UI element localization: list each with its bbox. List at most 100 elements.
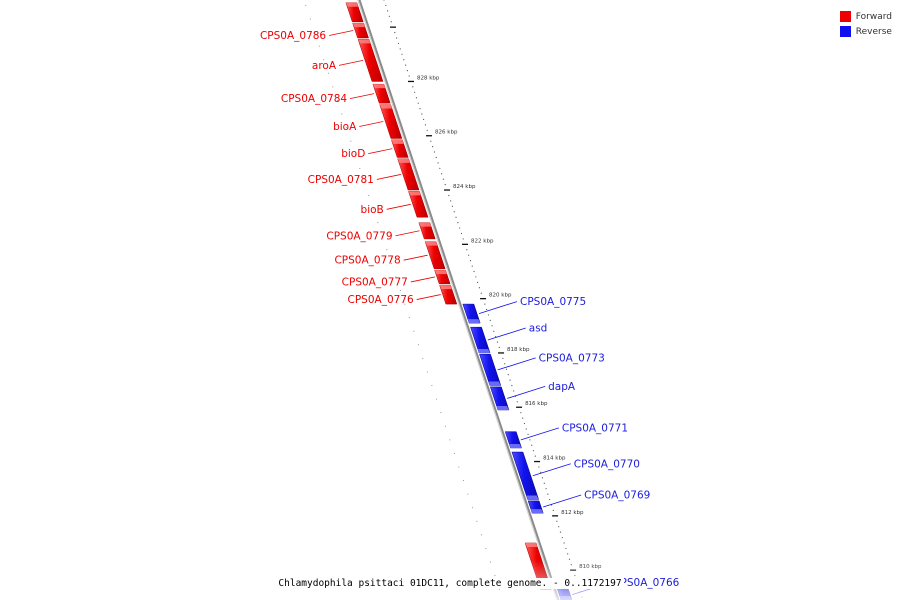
forward-swatch-icon [839,11,851,22]
ruler-minor-tick [415,97,418,99]
ruler-minor-tick [540,471,542,473]
ruler-minor-tick [414,91,416,93]
ruler-tick-label: 822 kbp [471,238,494,244]
ruler-minor-tick [496,341,499,343]
ruler-minor-tick [439,167,441,169]
left-ruler-dot [413,330,415,332]
reverse-gene-leader [487,327,526,341]
legend-item-reverse: Reverse [839,24,892,39]
reverse-gene-leader [507,386,546,399]
left-ruler-dot [408,317,410,319]
forward-gene-label: CPS0A_0776 [348,294,414,306]
genome-backbone-highlight [357,0,558,600]
legend-item-forward: Forward [839,9,892,24]
ruler-minor-tick [549,498,551,501]
forward-gene-cap [391,139,404,144]
ruler-minor-tick [383,0,385,1]
ruler-minor-tick [493,330,495,332]
ruler-tick-label: 816 kbp [525,401,548,407]
reverse-gene-label: CPS0A_0775 [520,296,586,308]
reverse-gene-label: CPS0A_0766 [613,577,679,589]
ruler-minor-tick [486,308,488,311]
forward-gene-cap [345,2,359,7]
ruler-minor-tick [396,37,398,39]
ruler-minor-tick [466,249,468,251]
left-ruler-dot [386,249,388,251]
reverse-gene-label: CPS0A_0773 [539,352,605,364]
forward-gene-cap [408,191,421,196]
left-ruler-dot [480,534,482,536]
left-ruler-dot [350,140,352,142]
left-ruler-dot [489,561,491,563]
left-ruler-dot [377,222,379,224]
ruler-minor-tick [459,227,461,229]
ruler-minor-tick [469,260,472,262]
forward-gene-label: CPS0A_0778 [334,255,400,267]
ruler-minor-tick [565,547,567,550]
reverse-gene-label: CPS0A_0771 [562,422,628,434]
ruler-minor-tick [545,488,547,490]
left-ruler-dot [471,507,473,509]
ruler-minor-tick [532,450,535,452]
ruler-minor-tick [426,129,428,131]
ruler-minor-tick [480,292,482,294]
ruler-minor-tick [511,384,513,387]
forward-gene-leader [338,60,364,66]
ruler-minor-tick [522,417,524,419]
genome-caption-text: Chlamydophila psittaci 01DC11, complete … [276,578,624,589]
ruler-minor-tick [529,439,531,441]
reverse-gene-leader [543,494,582,508]
reverse-gene-label: asd [529,323,548,335]
forward-gene-cap [397,158,411,163]
ruler-minor-tick [448,194,450,197]
ruler-minor-tick [559,531,562,533]
ruler-minor-tick [505,368,508,370]
forward-gene-label: aroA [312,60,337,72]
forward-gene-leader [403,254,428,261]
left-ruler-dot [435,398,437,400]
left-ruler-dot [453,452,455,454]
ruler-minor-tick [423,118,425,121]
forward-gene-cap [425,241,438,246]
ruler-tick-label: 828 kbp [417,75,440,81]
forward-gene-leader [376,174,401,180]
ruler-minor-tick [387,10,389,12]
forward-gene-cap [525,542,538,547]
ruler-minor-tick [520,412,522,414]
ruler-tick-label: 824 kbp [453,184,476,190]
ruler-minor-tick [388,15,391,17]
ruler-minor-tick [504,363,506,365]
ruler-minor-tick [432,146,434,148]
ruler-minor-tick [403,59,405,61]
reverse-gene-cap [477,348,491,353]
ruler-minor-tick [523,422,526,425]
left-ruler-dot [368,194,370,196]
ruler-minor-tick [412,86,414,88]
forward-gene-leader [368,148,393,155]
left-ruler-dot [476,520,478,522]
ruler-minor-tick [401,53,403,55]
reverse-gene-leader [497,357,536,371]
ruler-minor-tick [408,75,410,77]
forward-gene-leader [386,203,411,210]
left-ruler-dot [426,371,428,373]
ruler-minor-tick [442,178,445,180]
left-ruler-dot [485,547,487,549]
ruler-minor-tick [460,232,463,235]
ruler-minor-tick [513,390,515,392]
left-ruler-dot [359,167,361,169]
forward-gene-label: bioA [333,121,357,133]
ruler-tick-label: 826 kbp [435,130,458,136]
ruler-minor-tick [468,254,470,256]
left-ruler-dot [449,439,451,441]
ruler-minor-tick [498,346,500,349]
ruler-minor-tick [534,455,536,457]
legend: Forward Reverse [839,9,892,39]
forward-gene-cap [439,285,452,290]
ruler-minor-tick [489,319,491,321]
left-ruler-dot [494,575,496,577]
ruler-minor-tick [502,357,504,359]
left-ruler-dot [444,425,446,427]
